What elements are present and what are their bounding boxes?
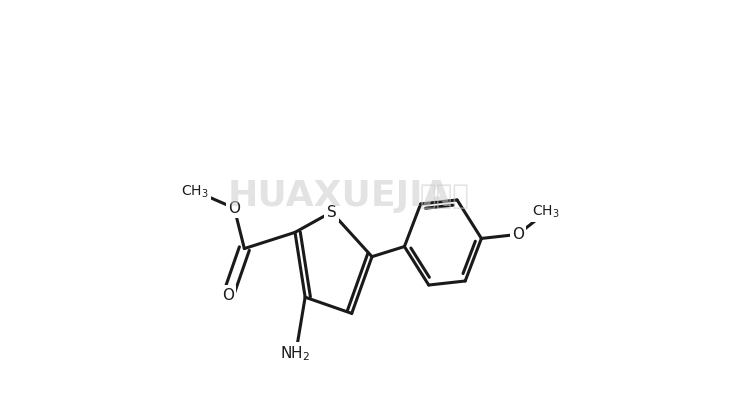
Text: S: S xyxy=(327,204,336,220)
Text: CH$_3$: CH$_3$ xyxy=(181,184,209,200)
Text: HUAXUEJIA: HUAXUEJIA xyxy=(228,179,452,213)
Text: NH$_2$: NH$_2$ xyxy=(280,345,310,363)
Text: O: O xyxy=(228,201,240,215)
Text: 化学加: 化学加 xyxy=(420,182,470,210)
Text: O: O xyxy=(222,288,234,303)
Text: CH$_3$: CH$_3$ xyxy=(533,204,560,220)
Text: O: O xyxy=(512,227,524,242)
